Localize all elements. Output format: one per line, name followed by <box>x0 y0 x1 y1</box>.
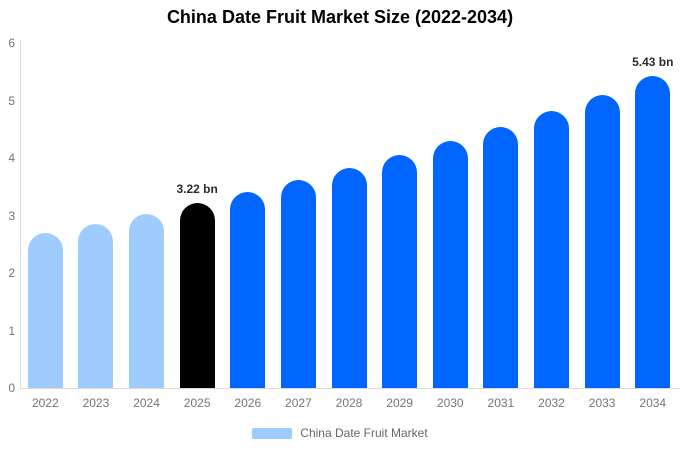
x-tick-2031: 2031 <box>487 396 515 410</box>
y-tick-0: 0 <box>8 381 15 395</box>
bar-2022[interactable] <box>27 232 63 388</box>
x-tick-2032: 2032 <box>538 396 565 410</box>
bar-2027[interactable] <box>280 180 316 388</box>
bar-2034[interactable] <box>635 75 671 388</box>
x-tick-2030: 2030 <box>436 396 464 410</box>
y-tick-2: 2 <box>8 266 15 280</box>
value-label-2025: 3.22 bn <box>176 181 218 196</box>
bar-2026[interactable] <box>230 191 266 388</box>
y-tick-3: 3 <box>8 208 15 223</box>
y-axis-line <box>20 40 21 388</box>
chart-title: China Date Fruit Market Size (2022-2034) <box>166 7 514 27</box>
x-tick-2028: 2028 <box>335 396 363 410</box>
legend-item[interactable]: China Date Fruit Market <box>0 424 680 442</box>
bar-2028[interactable] <box>331 168 367 388</box>
x-tick-2029: 2029 <box>386 396 413 410</box>
legend-label: China Date Fruit Market <box>300 426 428 440</box>
bar-2031[interactable] <box>483 126 519 388</box>
x-tick-2023: 2023 <box>82 396 110 410</box>
bar-2029[interactable] <box>382 155 418 388</box>
bar-2032[interactable] <box>534 111 569 388</box>
x-tick-2026: 2026 <box>234 396 262 410</box>
x-axis-line <box>20 388 680 389</box>
bar-2023[interactable] <box>78 223 114 388</box>
x-tick-2024: 2024 <box>133 396 160 410</box>
x-tick-2034: 2034 <box>639 396 667 410</box>
x-tick-2022: 2022 <box>31 396 59 410</box>
bar-2033[interactable] <box>584 94 620 388</box>
y-tick-6: 6 <box>8 36 15 50</box>
y-tick-4: 4 <box>8 151 15 165</box>
y-tick-5: 5 <box>8 93 15 108</box>
x-tick-2025: 2025 <box>183 396 211 410</box>
value-label-2034: 5.43 bn <box>632 54 674 69</box>
y-tick-1: 1 <box>8 323 15 338</box>
legend-swatch <box>252 427 293 439</box>
x-tick-2033: 2033 <box>588 396 616 410</box>
bar-2024[interactable] <box>129 213 165 388</box>
x-tick-2027: 2027 <box>285 396 312 410</box>
bar-2025[interactable] <box>179 202 215 388</box>
bar-2030[interactable] <box>432 141 468 388</box>
